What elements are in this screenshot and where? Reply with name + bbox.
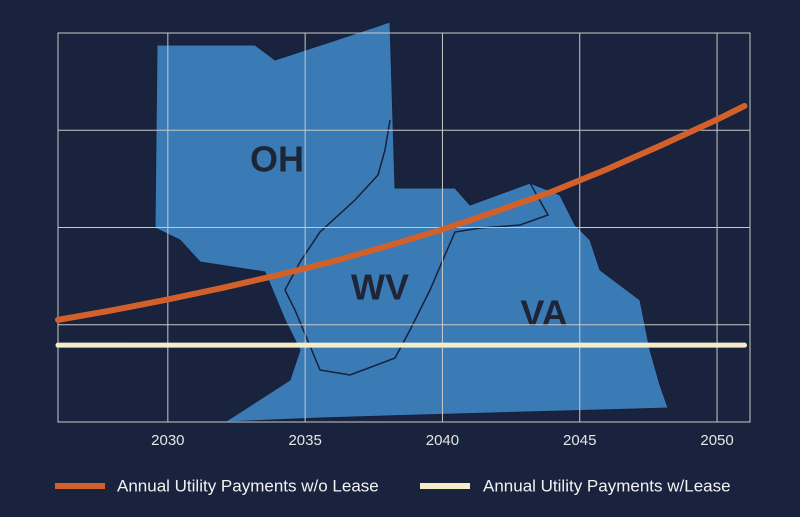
x-tick-label: 2030 xyxy=(151,432,184,449)
legend-label: Annual Utility Payments w/o Lease xyxy=(117,476,379,495)
legend-label: Annual Utility Payments w/Lease xyxy=(483,476,731,495)
state-label: VA xyxy=(520,293,567,334)
data-line xyxy=(55,102,748,323)
map-region xyxy=(154,21,669,423)
x-tick-label: 2035 xyxy=(288,432,321,449)
plot-border xyxy=(57,32,751,423)
state-border xyxy=(284,119,391,291)
state-label: WV xyxy=(351,267,409,308)
state-border xyxy=(284,182,550,376)
x-tick-label: 2040 xyxy=(426,432,459,449)
state-label: OH xyxy=(250,139,304,180)
x-tick-label: 2045 xyxy=(563,432,596,449)
x-tick-label: 2050 xyxy=(700,432,733,449)
map xyxy=(154,21,669,423)
